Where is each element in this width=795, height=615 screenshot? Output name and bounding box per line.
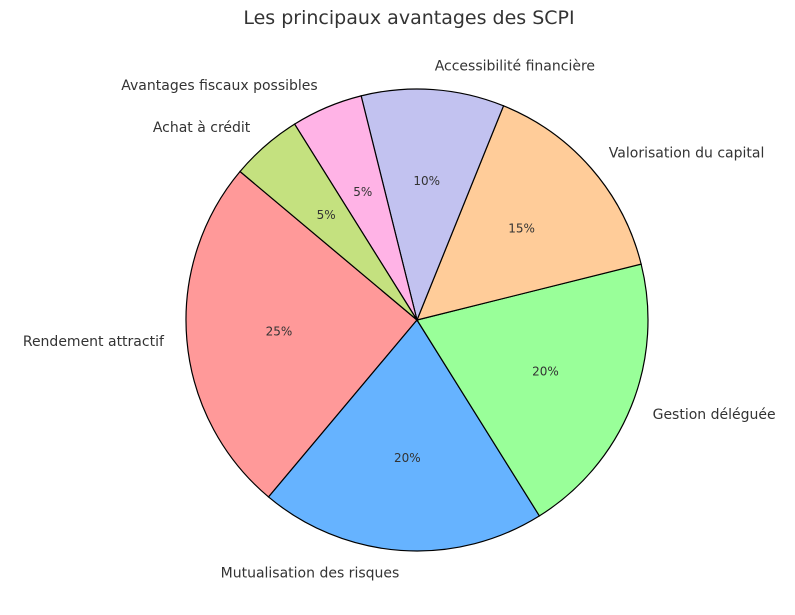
slice-label-avantages-fiscaux-possibles: Avantages fiscaux possibles (121, 78, 317, 94)
pie-slice-mutualisation-des-risques (267, 318, 541, 552)
slice-percent-accessibilite-financiere: 10% (413, 174, 440, 188)
slice-label-accessibilite-financiere: Accessibilité financière (435, 59, 595, 75)
slice-label-achat-a-credit: Achat à crédit (153, 120, 251, 136)
pie-slice-accessibilite-financiere (360, 88, 505, 322)
pie-slices (185, 88, 649, 552)
slice-label-mutualisation-des-risques: Mutualisation des risques (221, 566, 400, 582)
slice-percent-mutualisation-des-risques: 20% (394, 451, 421, 465)
slice-percent-avantages-fiscaux-possibles: 5% (353, 185, 372, 199)
slice-label-rendement-attractif: Rendement attractif (23, 334, 165, 350)
slice-percent-rendement-attractif: 25% (266, 325, 293, 339)
slice-percent-valorisation-du-capital: 15% (508, 222, 535, 236)
slice-label-valorisation-du-capital: Valorisation du capital (609, 145, 765, 161)
pie-slice-rendement-attractif (185, 170, 418, 498)
pie-labels: Rendement attractif 25% Mutualisation des … (23, 59, 776, 582)
pie-slice-gestion-deleguee (416, 263, 649, 517)
pie-slice-achat-a-credit (239, 123, 418, 321)
chart-title: Les principaux avantages des SCPI (243, 7, 574, 29)
slice-percent-gestion-deleguee: 20% (532, 364, 559, 378)
slice-percent-achat-a-credit: 5% (317, 208, 336, 222)
slice-label-gestion-deleguee: Gestion déléguée (653, 407, 776, 423)
pie-slice-valorisation-du-capital (416, 105, 642, 321)
